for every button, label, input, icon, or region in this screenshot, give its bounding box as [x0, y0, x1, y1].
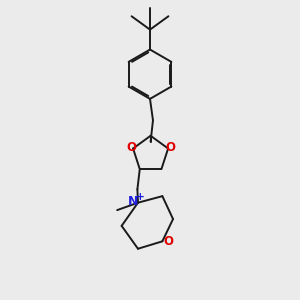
Text: O: O	[163, 236, 173, 248]
Text: O: O	[126, 141, 136, 154]
Text: N: N	[128, 195, 138, 208]
Text: O: O	[165, 141, 175, 154]
Text: +: +	[136, 192, 145, 202]
